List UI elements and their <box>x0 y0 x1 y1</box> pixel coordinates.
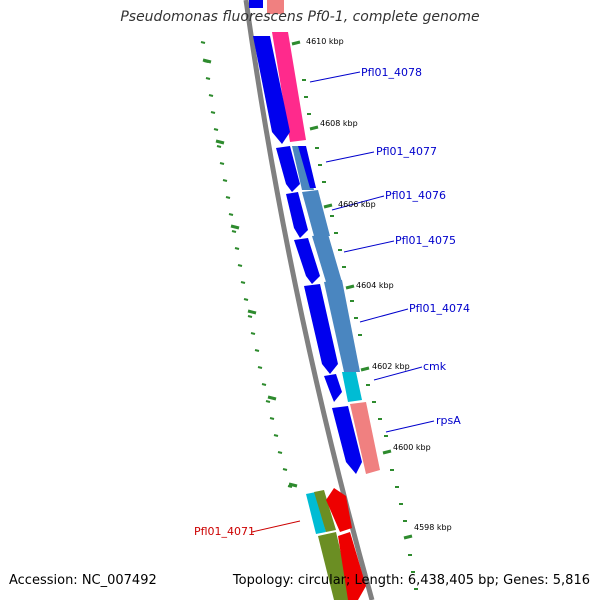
inner-tick-ring <box>302 79 418 590</box>
gene-pfl01-4074 <box>324 280 360 372</box>
scale-label: 4600 kbp <box>393 443 431 452</box>
gene-pfl01-4071-cyan <box>306 492 326 534</box>
gene-olive-2 <box>318 532 352 600</box>
gene-red-1 <box>326 488 352 532</box>
cds-block-7 <box>332 406 362 474</box>
gene-label: Pfl01_4071 <box>194 525 255 538</box>
accession-label: Accession: NC_007492 <box>9 573 157 588</box>
scale-label: 4604 kbp <box>356 281 394 290</box>
gene-label: Pfl01_4078 <box>361 66 422 79</box>
cds-block-4 <box>294 238 320 284</box>
inner-tick-ring-major <box>291 40 413 540</box>
cds-block-1 <box>253 36 290 144</box>
genome-summary: Topology: circular; Length: 6,438,405 bp… <box>232 573 590 588</box>
gene-pfl01-4075 <box>312 234 342 282</box>
outer-tick-ring-major <box>202 58 298 488</box>
gene-label: Pfl01_4074 <box>409 302 470 315</box>
gene-rpsA <box>350 402 380 474</box>
gene-pfl01-4076 <box>302 190 330 236</box>
gene-pfl01-4077-blue <box>298 146 316 188</box>
gene-label: rpsA <box>436 414 461 427</box>
gene-label: Pfl01_4077 <box>376 145 437 158</box>
gene-label: Pfl01_4075 <box>395 234 456 247</box>
cds-block-2 <box>276 146 300 192</box>
scale-label: 4602 kbp <box>372 362 410 371</box>
gene-olive-1 <box>314 490 336 532</box>
gene-label: Pfl01_4076 <box>385 189 446 202</box>
gene-labels: Pfl01_4078 Pfl01_4077 Pfl01_4076 Pfl01_4… <box>194 66 470 538</box>
scale-labels: 4610 kbp 4608 kbp 4606 kbp 4604 kbp 4602… <box>306 37 452 532</box>
gene-label: cmk <box>423 360 447 373</box>
gene-pfl01-4078 <box>272 32 306 142</box>
cds-block-5 <box>304 284 338 374</box>
cds-block-3 <box>286 192 308 238</box>
scale-label: 4606 kbp <box>338 200 376 209</box>
scale-label: 4608 kbp <box>320 119 358 128</box>
scale-label: 4598 kbp <box>414 523 452 532</box>
gene-cmk <box>342 372 362 402</box>
page-title: Pseudomonas fluorescens Pf0-1, complete … <box>120 9 480 25</box>
gene-top-blue <box>249 0 263 8</box>
scale-label: 4610 kbp <box>306 37 344 46</box>
outer-tick-ring <box>200 41 293 488</box>
cds-block-6 <box>324 374 342 402</box>
gene-top-salmon <box>267 0 284 14</box>
gene-red-2 <box>338 532 366 600</box>
label-leaders <box>251 71 435 533</box>
